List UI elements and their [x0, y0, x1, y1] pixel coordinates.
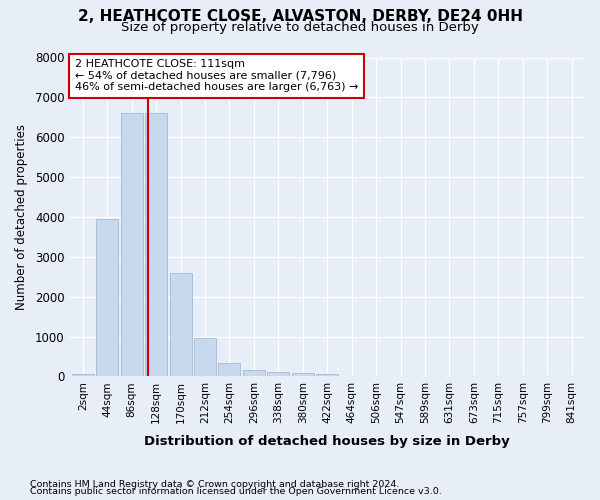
Bar [292, 373, 314, 376]
Bar [243, 370, 265, 376]
Text: Contains HM Land Registry data © Crown copyright and database right 2024.: Contains HM Land Registry data © Crown c… [30, 480, 400, 489]
X-axis label: Distribution of detached houses by size in Derby: Distribution of detached houses by size … [145, 434, 510, 448]
Text: Contains public sector information licensed under the Open Government Licence v3: Contains public sector information licen… [30, 488, 442, 496]
Bar [72, 374, 94, 376]
Bar [145, 114, 167, 376]
Bar [218, 363, 241, 376]
Bar [97, 219, 118, 376]
Text: 2, HEATHCOTE CLOSE, ALVASTON, DERBY, DE24 0HH: 2, HEATHCOTE CLOSE, ALVASTON, DERBY, DE2… [77, 9, 523, 24]
Bar [316, 374, 338, 376]
Bar [121, 114, 143, 376]
Y-axis label: Number of detached properties: Number of detached properties [15, 124, 28, 310]
Bar [170, 273, 191, 376]
Bar [268, 372, 289, 376]
Text: 2 HEATHCOTE CLOSE: 111sqm
← 54% of detached houses are smaller (7,796)
46% of se: 2 HEATHCOTE CLOSE: 111sqm ← 54% of detac… [74, 59, 358, 92]
Bar [194, 338, 216, 376]
Text: Size of property relative to detached houses in Derby: Size of property relative to detached ho… [121, 21, 479, 34]
